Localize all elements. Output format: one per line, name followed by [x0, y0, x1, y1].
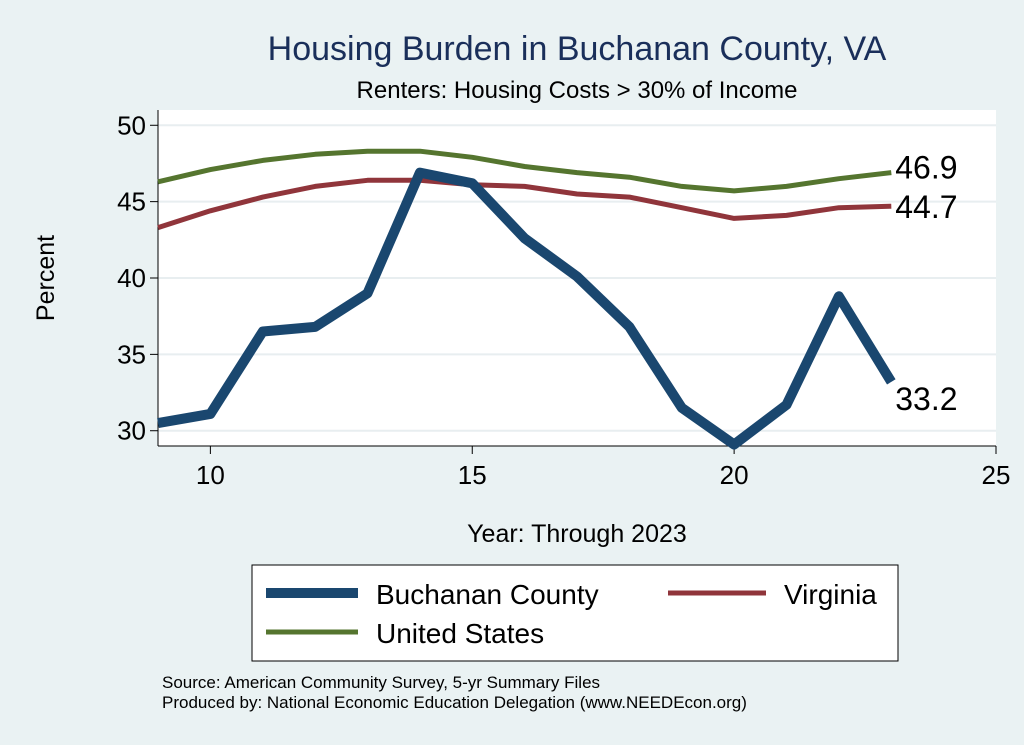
- legend-label-virginia: Virginia: [784, 579, 877, 610]
- y-axis-title: Percent: [32, 235, 60, 321]
- y-tick-label: 50: [117, 110, 146, 140]
- chart-subtitle: Renters: Housing Costs > 30% of Income: [357, 77, 798, 104]
- x-tick-label: 25: [982, 460, 1011, 490]
- series-line-virginia: [157, 177, 892, 230]
- y-tick-label: 40: [117, 263, 146, 293]
- x-tick-label: 15: [458, 460, 487, 490]
- legend-box: [251, 564, 899, 662]
- end-label-virginia: 44.7: [895, 189, 957, 225]
- legend-label-buchanan-county: Buchanan County: [376, 579, 599, 610]
- producer-note: Produced by: National Economic Education…: [162, 693, 747, 712]
- chart-title: Housing Burden in Buchanan County, VA: [268, 30, 887, 68]
- series-lines: [157, 148, 896, 450]
- legend: Buchanan County Virginia United States: [266, 579, 877, 649]
- end-label-united-states: 46.9: [895, 150, 957, 186]
- y-tick-label: 45: [117, 187, 146, 217]
- source-note: Source: American Community Survey, 5-yr …: [162, 673, 600, 692]
- x-tick-label: 10: [196, 460, 225, 490]
- series-line-united-states: [157, 148, 892, 194]
- series-line-buchanan-county: [157, 167, 896, 450]
- end-labels: 33.2 44.746.9: [895, 150, 957, 417]
- legend-label-united-states: United States: [376, 618, 544, 649]
- end-label-buchanan-county: 33.2: [895, 381, 957, 417]
- y-tick-label: 35: [117, 339, 146, 369]
- y-tick-label: 30: [117, 416, 146, 446]
- x-axis-title: Year: Through 2023: [467, 520, 687, 548]
- axes: 30 35 40 45 50 10 15 20 25: [117, 110, 1010, 490]
- x-tick-label: 20: [720, 460, 749, 490]
